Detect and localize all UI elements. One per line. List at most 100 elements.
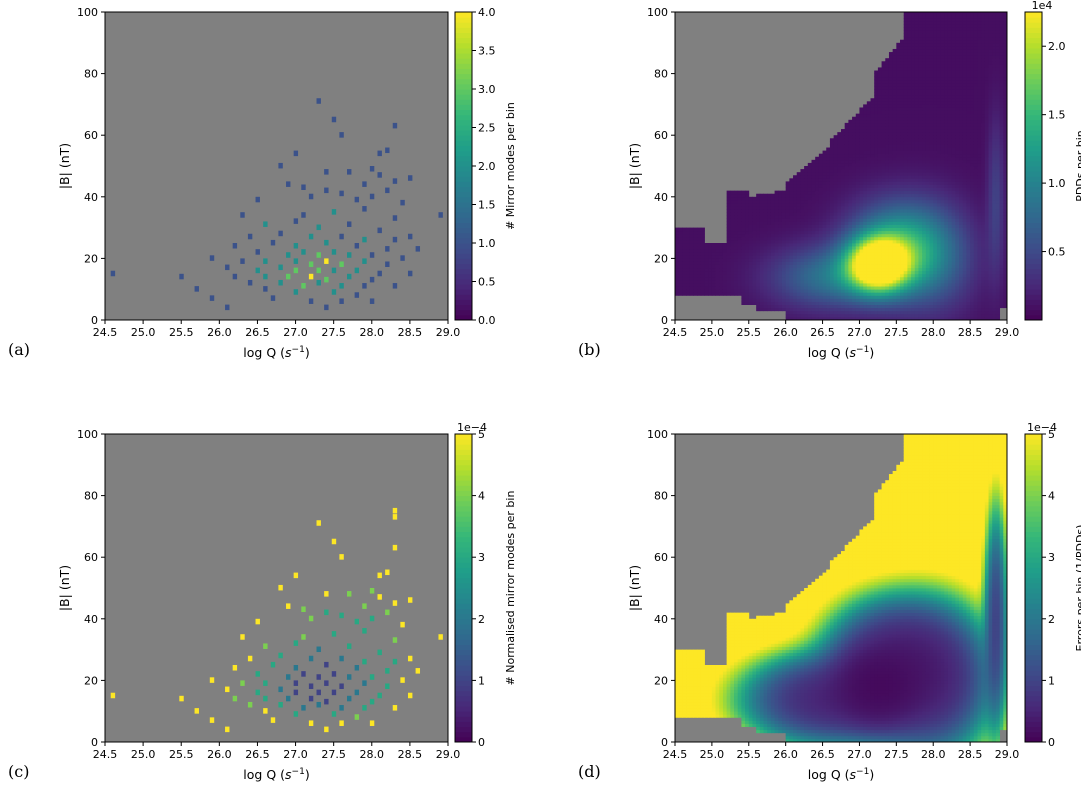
heatmap-cell (866, 156, 871, 161)
heatmap-cell (911, 307, 916, 312)
heatmap-cell (907, 212, 912, 216)
heatmap-cell (833, 215, 838, 219)
heatmap-cell (826, 295, 831, 299)
heatmap-cell (852, 141, 857, 145)
heatmap-cell (888, 89, 894, 93)
heatmap-cell (837, 196, 842, 201)
heatmap-cell (859, 119, 864, 124)
heatmap-cell (704, 252, 709, 256)
heatmap-cell (947, 15, 953, 19)
heatmap-cell (881, 307, 886, 312)
heatmap-cell (859, 218, 864, 222)
heatmap-cell (870, 172, 875, 176)
heatmap-cell (781, 286, 787, 290)
heatmap-cell (855, 162, 860, 167)
heatmap-cell (767, 218, 772, 222)
heatmap-cell (811, 246, 816, 250)
heatmap-cell (896, 89, 901, 93)
heatmap-cell (892, 73, 897, 78)
heatmap-cell (818, 298, 823, 302)
heatmap-cell (951, 313, 956, 318)
heatmap-cell (929, 239, 934, 244)
heatmap-cell (833, 313, 838, 318)
heatmap-cell (852, 261, 857, 265)
heatmap-cell (892, 258, 897, 262)
heatmap-cell (837, 313, 842, 318)
heatmap-cell (933, 261, 938, 265)
heatmap-cell (726, 190, 731, 195)
heatmap-cell (922, 125, 927, 130)
heatmap-cell (922, 289, 927, 293)
heatmap-cell (179, 273, 184, 280)
heatmap-cell (770, 206, 775, 210)
heatmap-cell (962, 79, 967, 84)
heatmap-cell (907, 169, 912, 173)
heatmap-cell (888, 310, 894, 315)
heatmap-cell (700, 255, 705, 259)
heatmap-cell (911, 147, 916, 151)
heatmap-cell (907, 249, 912, 253)
heatmap-cell (826, 162, 831, 167)
heatmap-cell (848, 175, 853, 179)
heatmap-cell (863, 125, 868, 130)
heatmap-cell (944, 18, 949, 22)
heatmap-cell (900, 292, 905, 296)
heatmap-cell (682, 255, 687, 259)
heatmap-cell (711, 276, 716, 281)
heatmap-cell (955, 113, 960, 118)
heatmap-cell (874, 196, 879, 201)
heatmap-cell (675, 236, 680, 241)
heatmap-cell (966, 172, 971, 176)
heatmap-cell (874, 243, 879, 247)
heatmap-cell (811, 187, 816, 192)
heatmap-cell (933, 286, 938, 290)
heatmap-cell (870, 304, 875, 309)
heatmap-cell (925, 184, 930, 188)
heatmap-cell (818, 307, 823, 312)
heatmap-cell (800, 178, 805, 182)
heatmap-cell (933, 255, 938, 259)
heatmap-cell (962, 221, 967, 225)
heatmap-cell (940, 227, 945, 232)
heatmap-cell (837, 258, 842, 262)
heatmap-cell (911, 224, 916, 228)
heatmap-cell (785, 267, 790, 272)
heatmap-cell (933, 276, 938, 281)
heatmap-cell (885, 73, 890, 78)
heatmap-cell (970, 276, 975, 281)
heatmap-cell (778, 304, 783, 309)
heatmap-cell (962, 110, 967, 115)
heatmap-cell (682, 236, 687, 241)
heatmap-cell (874, 125, 879, 130)
heatmap-cell (881, 61, 886, 65)
heatmap-cell (804, 224, 809, 228)
heatmap-cell (947, 101, 953, 105)
heatmap-cell (308, 233, 314, 240)
heatmap-cell (789, 261, 794, 265)
heatmap-cell (745, 230, 750, 235)
colorbar-segment (455, 114, 472, 121)
heatmap-cell (870, 270, 875, 275)
heatmap-cell (870, 184, 875, 188)
heatmap-cell (966, 181, 971, 185)
heatmap-cell (918, 310, 923, 315)
heatmap-cell (966, 116, 971, 121)
heatmap-cell (778, 246, 783, 250)
heatmap-cell (841, 236, 846, 241)
heatmap-cell (870, 107, 875, 111)
heatmap-cell (874, 193, 879, 198)
heatmap-cell (815, 292, 820, 296)
heatmap-cell (811, 286, 816, 290)
heatmap-cell (789, 212, 794, 216)
heatmap-cell (874, 113, 879, 118)
heatmap-cell (708, 292, 713, 296)
heatmap-cell (863, 218, 868, 222)
heatmap-cell (804, 307, 809, 312)
heatmap-cell (903, 187, 908, 192)
heatmap-cell (918, 107, 923, 111)
heatmap-cell (959, 307, 964, 312)
heatmap-cell (925, 169, 930, 173)
heatmap-cell (369, 298, 375, 304)
heatmap-cell (826, 193, 831, 198)
heatmap-cell (822, 224, 827, 228)
